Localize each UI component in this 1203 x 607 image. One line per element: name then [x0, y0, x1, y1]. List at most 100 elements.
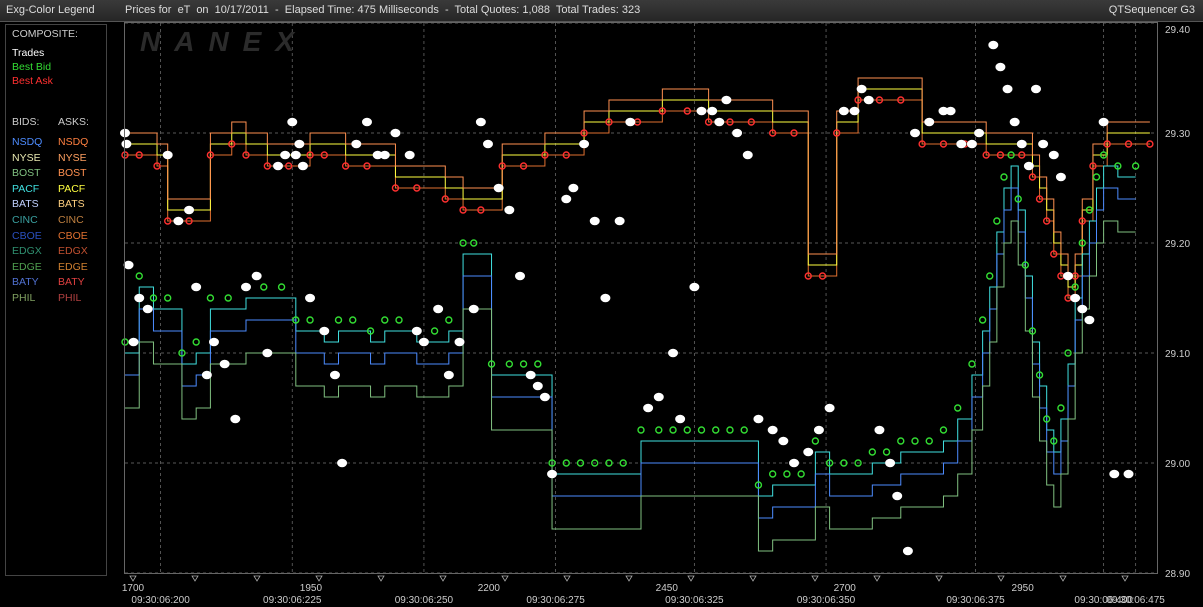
- trade-point: [742, 150, 753, 160]
- trade-point: [525, 370, 536, 380]
- best-bid-point: [487, 360, 496, 368]
- trade-point: [411, 326, 422, 336]
- best-ask-point: [306, 151, 314, 159]
- x-seq-label: 1950: [300, 583, 323, 594]
- trade-point: [1031, 84, 1042, 94]
- best-bid-point: [993, 217, 1001, 225]
- best-ask-point: [121, 151, 129, 159]
- axis-marker: [563, 575, 571, 582]
- best-bid-point: [135, 272, 143, 280]
- best-ask-point: [363, 162, 371, 170]
- best-bid-point: [911, 437, 919, 445]
- x-seq-label: 2950: [1012, 583, 1035, 594]
- best-ask-point: [185, 217, 193, 225]
- trade-point: [120, 128, 130, 138]
- trade-point: [1070, 293, 1081, 303]
- best-bid-point: [395, 316, 403, 324]
- nsdq-bid-line: [125, 187, 1136, 519]
- best-bid-point: [149, 294, 158, 302]
- trade-point: [874, 425, 885, 435]
- trade-point: [789, 458, 800, 468]
- axis-marker: [253, 575, 261, 582]
- trade-point: [753, 414, 764, 424]
- best-ask-point: [768, 129, 777, 137]
- best-ask-point: [519, 162, 528, 170]
- x-time-label: 09:30:06:275: [526, 595, 585, 606]
- trade-point: [945, 106, 956, 116]
- legend-ask-phil: PHIL: [58, 292, 82, 304]
- best-bid-point: [534, 360, 542, 368]
- legend-bid-phil: PHIL: [12, 292, 36, 304]
- trade-point: [988, 40, 999, 50]
- best-ask-point: [580, 129, 588, 137]
- trade-point: [653, 392, 664, 402]
- trade-point: [568, 183, 579, 193]
- best-bid-point: [548, 459, 556, 467]
- nyse-ask-line: [125, 77, 1150, 277]
- title-bar: Exg-Color Legend Prices for eT on 10/17/…: [0, 0, 1203, 22]
- best-ask-point: [135, 151, 143, 159]
- axis-marker: [873, 575, 881, 582]
- best-ask-point: [996, 151, 1005, 159]
- y-tick-label: 29.10: [1165, 349, 1190, 360]
- legend-bid-cinc: CINC: [12, 214, 38, 226]
- best-bid-point: [519, 360, 528, 368]
- trade-point: [184, 205, 195, 215]
- best-ask-point: [1089, 162, 1097, 170]
- axis-marker: [191, 575, 199, 582]
- trade-point: [390, 128, 401, 138]
- best-ask-point: [413, 184, 421, 192]
- trade-point: [173, 216, 184, 226]
- trade-point: [813, 425, 824, 435]
- trade-point: [475, 117, 486, 127]
- axis-marker: [997, 575, 1005, 582]
- best-ask-point: [341, 162, 350, 170]
- trade-point: [767, 425, 778, 435]
- trade-point: [319, 326, 330, 336]
- x-seq-label: 2700: [834, 583, 857, 594]
- trade-point: [938, 106, 949, 116]
- trade-point: [515, 271, 526, 281]
- x-seq-label: 2200: [478, 583, 501, 594]
- best-bid-point: [1078, 239, 1086, 247]
- trade-point: [849, 106, 860, 116]
- trade-point: [966, 139, 977, 149]
- trade-point: [547, 469, 558, 479]
- trade-point: [956, 139, 967, 149]
- best-ask-point: [683, 107, 691, 115]
- axis-marker: [1121, 575, 1129, 582]
- best-bid-point: [430, 327, 439, 335]
- trade-point: [468, 304, 479, 314]
- x-time-label: 09:30:06:375: [946, 595, 1005, 606]
- trade-point: [361, 117, 372, 127]
- trade-point: [643, 403, 654, 413]
- trade-point: [201, 370, 212, 380]
- best-ask-point: [658, 107, 667, 115]
- best-bid-point: [925, 437, 933, 445]
- best-ask-point: [1018, 151, 1026, 159]
- best-ask-point: [875, 96, 884, 104]
- y-tick-label: 29.00: [1165, 459, 1190, 470]
- trade-point: [273, 161, 284, 171]
- best-ask-point: [206, 151, 215, 159]
- trade-point: [379, 150, 390, 160]
- legend-bid-nsdq: NSDQ: [12, 136, 43, 148]
- trade-point: [493, 183, 504, 193]
- best-bid-point: [655, 426, 663, 434]
- best-bid-point: [576, 459, 585, 467]
- y-tick-label: 29.40: [1165, 25, 1190, 36]
- trade-point: [696, 106, 707, 116]
- legend-title: Exg-Color Legend: [6, 4, 95, 16]
- best-ask-point: [1042, 217, 1051, 225]
- best-ask-point: [704, 118, 713, 126]
- trade-point: [863, 95, 874, 105]
- best-bid-point: [366, 327, 375, 335]
- bids-heading: BIDS:: [12, 116, 40, 128]
- best-bid-point: [1000, 173, 1008, 181]
- trade-point: [579, 139, 590, 149]
- trade-point: [251, 271, 262, 281]
- best-bid-point: [1114, 162, 1122, 170]
- axis-marker: [377, 575, 385, 582]
- asks-heading: ASKS:: [58, 116, 89, 128]
- best-bid-point: [754, 481, 763, 489]
